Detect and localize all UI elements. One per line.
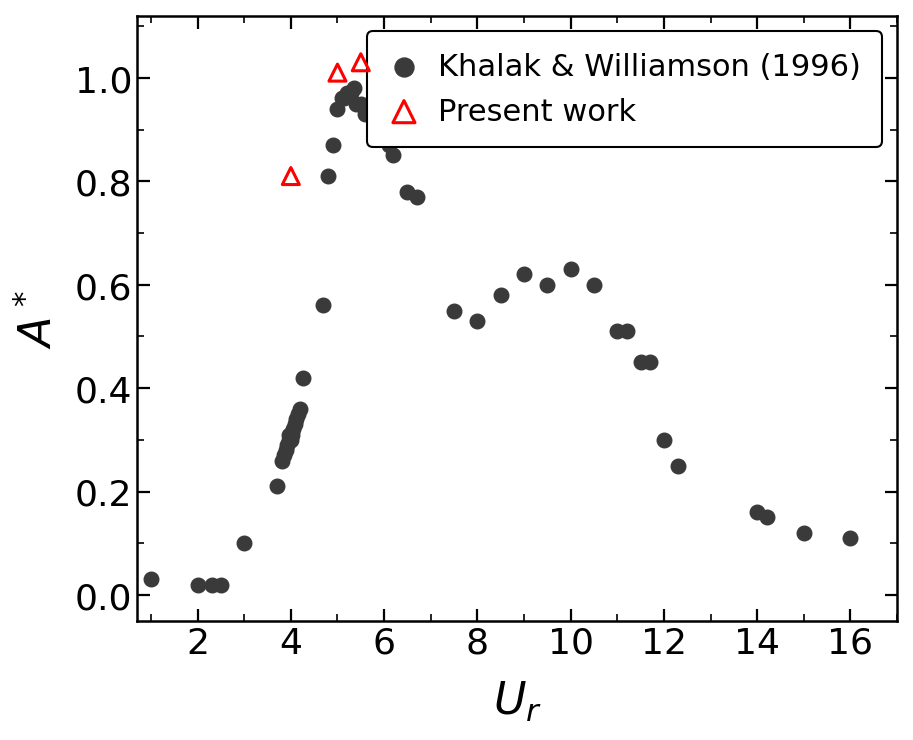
Khalak & Williamson (1996) xyxy=(372,119,386,131)
Khalak & Williamson (1996) xyxy=(796,528,811,539)
Khalak & Williamson (1996) xyxy=(670,460,685,472)
Khalak & Williamson (1996) xyxy=(619,326,634,337)
Khalak & Williamson (1996) xyxy=(337,93,352,105)
Khalak & Williamson (1996) xyxy=(190,579,205,591)
Khalak & Williamson (1996) xyxy=(286,424,300,436)
Khalak & Williamson (1996) xyxy=(281,434,296,446)
Khalak & Williamson (1996) xyxy=(278,445,293,457)
Khalak & Williamson (1996) xyxy=(367,114,382,126)
Khalak & Williamson (1996) xyxy=(269,481,284,493)
Khalak & Williamson (1996) xyxy=(334,93,349,105)
Khalak & Williamson (1996) xyxy=(292,403,307,415)
X-axis label: $U_r$: $U_r$ xyxy=(492,679,541,724)
Y-axis label: $A^*$: $A^*$ xyxy=(16,289,60,348)
Khalak & Williamson (1996) xyxy=(340,88,354,100)
Khalak & Williamson (1996) xyxy=(349,98,363,110)
Khalak & Williamson (1996) xyxy=(642,357,656,369)
Khalak & Williamson (1996) xyxy=(274,455,289,467)
Khalak & Williamson (1996) xyxy=(516,269,530,280)
Khalak & Williamson (1996) xyxy=(493,289,508,301)
Khalak & Williamson (1996) xyxy=(284,429,299,441)
Khalak & Williamson (1996) xyxy=(353,98,368,110)
Khalak & Williamson (1996) xyxy=(279,440,294,451)
Khalak & Williamson (1996) xyxy=(288,414,302,425)
Khalak & Williamson (1996) xyxy=(386,150,401,162)
Khalak & Williamson (1996) xyxy=(346,83,361,95)
Khalak & Williamson (1996) xyxy=(143,574,158,585)
Khalak & Williamson (1996) xyxy=(586,279,601,291)
Khalak & Williamson (1996) xyxy=(236,537,251,549)
Khalak & Williamson (1996) xyxy=(214,579,228,591)
Khalak & Williamson (1996) xyxy=(633,357,647,369)
Khalak & Williamson (1996) xyxy=(469,315,484,327)
Khalak & Williamson (1996) xyxy=(282,429,297,441)
Khalak & Williamson (1996) xyxy=(656,434,671,446)
Khalak & Williamson (1996) xyxy=(759,512,773,524)
Khalak & Williamson (1996) xyxy=(290,408,305,420)
Present work xyxy=(330,67,344,79)
Khalak & Williamson (1996) xyxy=(843,532,857,544)
Khalak & Williamson (1996) xyxy=(610,326,624,337)
Khalak & Williamson (1996) xyxy=(283,434,298,446)
Khalak & Williamson (1996) xyxy=(381,140,395,152)
Khalak & Williamson (1996) xyxy=(325,140,340,152)
Khalak & Williamson (1996) xyxy=(409,192,424,204)
Khalak & Williamson (1996) xyxy=(563,264,578,276)
Khalak & Williamson (1996) xyxy=(287,419,301,431)
Present work xyxy=(283,171,298,183)
Khalak & Williamson (1996) xyxy=(362,109,377,121)
Khalak & Williamson (1996) xyxy=(446,305,461,317)
Khalak & Williamson (1996) xyxy=(376,124,391,136)
Present work xyxy=(353,57,368,69)
Khalak & Williamson (1996) xyxy=(330,104,344,115)
Khalak & Williamson (1996) xyxy=(295,372,310,384)
Legend: Khalak & Williamson (1996), Present work: Khalak & Williamson (1996), Present work xyxy=(367,32,881,148)
Khalak & Williamson (1996) xyxy=(341,88,356,100)
Khalak & Williamson (1996) xyxy=(358,109,373,121)
Khalak & Williamson (1996) xyxy=(316,300,331,312)
Khalak & Williamson (1996) xyxy=(320,171,335,183)
Khalak & Williamson (1996) xyxy=(750,507,764,519)
Khalak & Williamson (1996) xyxy=(205,579,219,591)
Khalak & Williamson (1996) xyxy=(540,279,554,291)
Khalak & Williamson (1996) xyxy=(277,450,291,462)
Khalak & Williamson (1996) xyxy=(344,88,359,100)
Khalak & Williamson (1996) xyxy=(400,186,415,198)
